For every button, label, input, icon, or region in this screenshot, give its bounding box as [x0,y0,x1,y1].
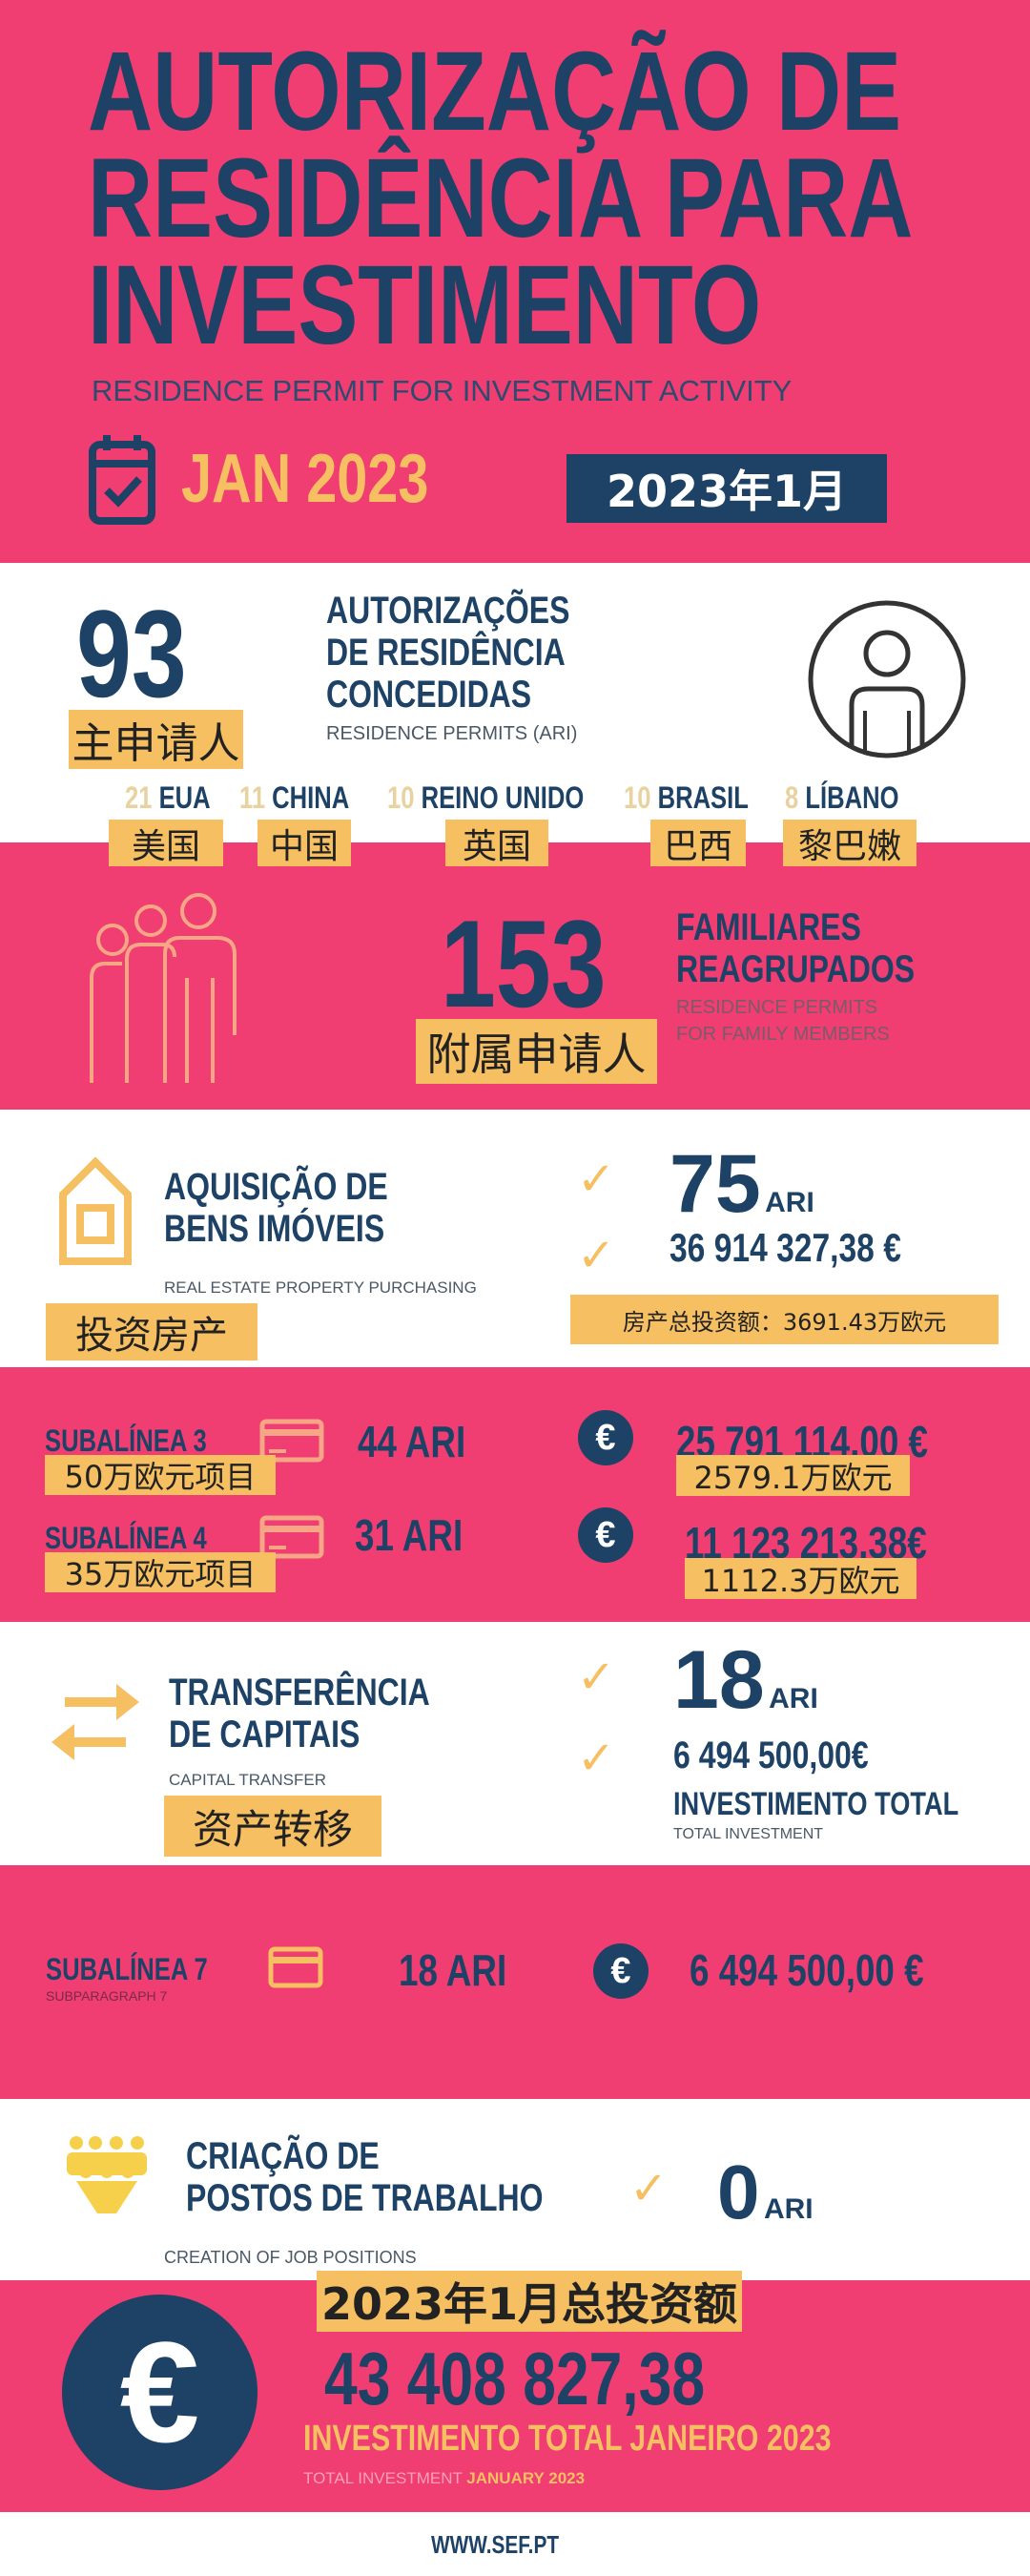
permits-count: 93 [76,584,187,723]
family-subtitle: RESIDENCE PERMITS FOR FAMILY MEMBERS [676,997,890,1045]
capital-title: TRANSFERÊNCIA DE CAPITAIS [169,1672,430,1755]
country-cn-label: 英国 [445,820,548,866]
subalinea-ari: 44 ARI [358,1417,466,1466]
subalinea-ari: 18 ARI [399,1945,507,1995]
euro-icon: € [593,1943,649,1999]
check-icon: ✓ [577,1231,616,1281]
house-icon [59,1156,132,1265]
total-amount: 43 408 827,38 [324,2337,706,2420]
country-cn-label: 黎巴嫩 [783,820,917,866]
permits-title: AUTORIZAÇÕES DE RESIDÊNCIA CONCEDIDAS [326,590,570,716]
crowd-icon [67,2136,147,2213]
capital-cn-label: 资产转移 [164,1796,381,1857]
family-icon [90,893,237,1083]
euro-icon: € [62,2295,258,2490]
title-line: INVESTIMENTO [88,242,762,368]
page-subtitle: RESIDENCE PERMIT FOR INVESTMENT ACTIVITY [92,374,793,407]
check-icon: ✓ [577,1652,616,1703]
title-line: AUTORIZAÇÃO DE [88,29,902,155]
card-icon [268,1946,323,1988]
total-label: INVESTIMENTO TOTAL JANEIRO 2023 [303,2419,832,2459]
permits-subtitle: RESIDENCE PERMITS (ARI) [326,723,578,744]
capital-subtitle: CAPITAL TRANSFER [169,1771,326,1789]
permits-cn-label: 主申请人 [69,710,243,769]
family-cn-label: 附属申请人 [416,1019,657,1084]
country-cn-label: 中国 [258,820,351,866]
total-cn-label: 2023年1月总投资额 [317,2271,742,2332]
country-reino-unido: 10 REINO UNIDO [387,780,585,815]
real-estate-amount-cn: 房产总投资额：3691.43万欧元 [570,1295,999,1344]
date-cn-badge: 2023年1月 [566,454,887,523]
jobs-title: CRIAÇÃO DE POSTOS DE TRABALHO [186,2135,544,2219]
real-estate-ari: 75 ARI [670,1138,814,1230]
subalinea7-band [0,1865,1030,2099]
total-sub: TOTAL INVESTMENT JANUARY 2023 [303,2469,586,2487]
check-icon: ✓ [577,1154,616,1205]
subalinea-amount-cn: 2579.1万欧元 [676,1455,910,1496]
country-cn-label: 巴西 [650,820,746,866]
jobs-subtitle: CREATION OF JOB POSITIONS [164,2248,417,2267]
check-icon: ✓ [577,1734,616,1784]
transfer-arrows-icon [52,1684,139,1760]
person-icon [808,600,966,758]
family-title: FAMILIARES REAGRUPADOS [676,906,916,990]
title-line: RESIDÊNCIA PARA [88,135,914,261]
subalinea-label: SUBALÍNEA 7 [46,1952,208,1986]
country-libano: 8 LÍBANO [785,780,899,815]
jobs-ari: 0 ARI [717,2150,814,2234]
date-label: JAN 2023 [181,441,429,517]
capital-total-label: INVESTIMENTO TOTAL [673,1786,959,1822]
subalinea-amount-cn: 1112.3万欧元 [685,1558,917,1599]
country-cn-label: 美国 [109,820,223,866]
subalinea-label: SUBALÍNEA 3 [45,1423,207,1458]
card-icon [259,1515,324,1559]
country-china: 11 CHINA [239,780,350,815]
real-estate-title: AQUISIÇÃO DE BENS IMÓVEIS [164,1166,388,1250]
footer-url[interactable]: WWW.SEF.PT [431,2530,560,2559]
capital-total-sub: TOTAL INVESTMENT [673,1826,824,1842]
subalinea-amount: 6 494 500,00 € [690,1945,924,1995]
subalinea-cn: 50万欧元项目 [45,1455,276,1495]
calendar-check-icon [89,435,155,525]
check-icon: ✓ [629,2164,669,2214]
country-brasil: 10 BRASIL [624,780,749,815]
capital-ari: 18 ARI [673,1634,818,1726]
subalinea-ari: 31 ARI [355,1510,464,1560]
country-eua: 21 EUA [125,780,211,815]
subalinea-cn: 35万欧元项目 [45,1552,276,1592]
page-title: AUTORIZAÇÃO DE RESIDÊNCIA PARA INVESTIME… [88,29,1030,368]
euro-icon: € [578,1410,633,1465]
card-icon [259,1419,324,1463]
capital-amount: 6 494 500,00€ [673,1735,869,1776]
euro-icon: € [578,1507,633,1563]
real-estate-subtitle: REAL ESTATE PROPERTY PURCHASING [164,1278,477,1297]
real-estate-cn-label: 投资房产 [46,1303,258,1361]
family-count: 153 [441,894,607,1033]
real-estate-amount: 36 914 327,38 € [670,1225,901,1270]
subalinea-label: SUBALÍNEA 4 [45,1521,207,1555]
subalinea-sub: SUBPARAGRAPH 7 [46,1988,168,2004]
